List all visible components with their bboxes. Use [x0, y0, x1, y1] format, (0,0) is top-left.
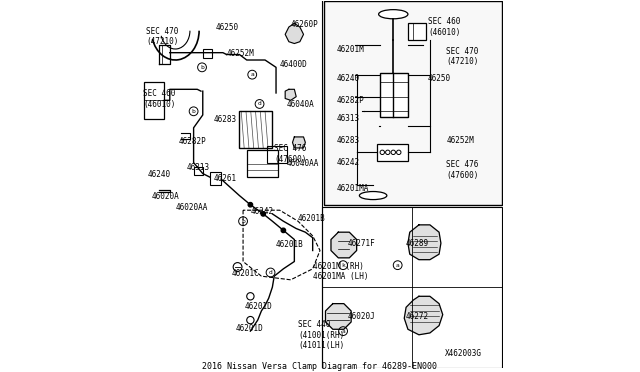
Text: 46400D: 46400D: [280, 60, 307, 69]
Text: 46313: 46313: [186, 163, 209, 171]
Text: 46201D: 46201D: [245, 302, 273, 311]
Text: 46261: 46261: [214, 174, 237, 183]
Text: 46201B: 46201B: [276, 240, 304, 248]
Text: 46201B: 46201B: [298, 214, 326, 223]
Polygon shape: [326, 304, 351, 329]
Text: b: b: [241, 219, 245, 224]
Text: 46272: 46272: [406, 312, 429, 321]
Text: SEC 470
(47210): SEC 470 (47210): [146, 27, 179, 46]
Text: 46250: 46250: [428, 74, 451, 83]
Polygon shape: [408, 225, 441, 260]
Bar: [408, 23, 426, 40]
Text: SEC 476
(47600): SEC 476 (47600): [446, 160, 479, 180]
Bar: [322, 206, 502, 368]
Text: SEC 470
(47210): SEC 470 (47210): [446, 46, 479, 66]
Bar: [203, 49, 212, 58]
Text: 46201C: 46201C: [232, 269, 260, 278]
Text: 46242: 46242: [250, 206, 273, 215]
Text: 46020J: 46020J: [348, 312, 375, 321]
Polygon shape: [331, 232, 356, 258]
Text: 46020A: 46020A: [152, 192, 179, 201]
Text: b: b: [200, 65, 204, 70]
Text: 46289: 46289: [406, 239, 429, 248]
Bar: [267, 146, 287, 163]
Text: d: d: [258, 102, 261, 106]
Circle shape: [248, 202, 253, 207]
Bar: [239, 111, 273, 148]
Text: 46020AA: 46020AA: [175, 203, 207, 212]
Bar: [324, 1, 502, 205]
Polygon shape: [292, 137, 305, 148]
Text: 46252M: 46252M: [446, 136, 474, 145]
Text: 46040AA: 46040AA: [287, 159, 319, 168]
Polygon shape: [404, 296, 443, 335]
Text: 46260P: 46260P: [291, 20, 319, 29]
Ellipse shape: [360, 192, 387, 200]
Text: 2016 Nissan Versa Clamp Diagram for 46289-EN000: 2016 Nissan Versa Clamp Diagram for 4628…: [202, 362, 438, 371]
Text: b: b: [192, 109, 195, 114]
Ellipse shape: [379, 10, 408, 19]
Text: 46250: 46250: [216, 23, 239, 32]
Polygon shape: [285, 23, 303, 44]
Text: a: a: [250, 72, 254, 77]
Text: SEC 460
(46010): SEC 460 (46010): [428, 17, 460, 37]
Bar: [194, 167, 203, 176]
Text: SEC 476
(47600): SEC 476 (47600): [274, 144, 307, 164]
Text: 46201M: 46201M: [337, 45, 364, 54]
Text: 46242: 46242: [337, 158, 360, 167]
Bar: [377, 144, 408, 161]
Text: 46201MA: 46201MA: [337, 184, 369, 193]
Text: 46040A: 46040A: [287, 100, 315, 109]
Text: 46282P: 46282P: [179, 137, 207, 146]
Text: 46201M (RH)
46201MA (LH): 46201M (RH) 46201MA (LH): [313, 262, 368, 281]
Text: a: a: [341, 328, 345, 334]
Text: 46201D: 46201D: [236, 324, 264, 333]
Circle shape: [261, 212, 266, 216]
Bar: [210, 172, 221, 185]
Text: k: k: [341, 263, 345, 268]
Text: 46282P: 46282P: [337, 96, 364, 105]
Text: a: a: [396, 263, 399, 268]
Text: 46283: 46283: [214, 115, 237, 124]
Bar: [144, 82, 164, 119]
Text: d: d: [269, 270, 273, 275]
Text: X462003G: X462003G: [445, 349, 481, 357]
Text: SEC 440
(41001(RH)
(41011(LH): SEC 440 (41001(RH) (41011(LH): [298, 320, 344, 350]
Circle shape: [281, 228, 285, 232]
Polygon shape: [285, 89, 296, 100]
Bar: [247, 150, 278, 177]
Bar: [380, 73, 408, 117]
Text: SEC 460
(46010): SEC 460 (46010): [143, 89, 176, 109]
Text: 46252M: 46252M: [227, 49, 254, 58]
Text: 46271F: 46271F: [348, 239, 375, 248]
Text: 46313: 46313: [337, 114, 360, 123]
Text: 46240: 46240: [337, 74, 360, 83]
Text: 46283: 46283: [337, 136, 360, 145]
Text: 46240: 46240: [148, 170, 171, 179]
